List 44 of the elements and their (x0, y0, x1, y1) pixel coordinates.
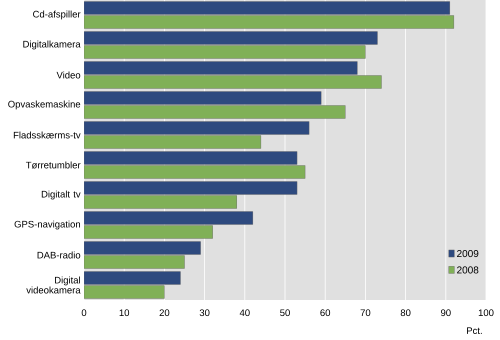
x-tick-label: 100 (478, 309, 494, 316)
y-tick-label: Tørretumbler (26, 161, 80, 169)
bar (84, 271, 181, 285)
x-axis-title: Pct. (467, 327, 482, 334)
x-tick-label: 90 (440, 309, 451, 316)
legend-label: 2008 (457, 266, 478, 274)
x-tick-label: 50 (280, 309, 290, 316)
x-tick-label: 70 (360, 309, 370, 316)
bar (84, 165, 306, 179)
x-tick-label: 80 (400, 309, 411, 316)
x-tick-label: 0 (82, 309, 86, 316)
bar (84, 121, 310, 135)
bar (84, 1, 450, 14)
bar (84, 241, 201, 255)
bar (84, 91, 322, 105)
x-tick-label: 40 (240, 309, 250, 316)
x-tick-label: 60 (320, 309, 330, 316)
x-tick-label: 10 (120, 309, 130, 316)
y-tick-label: Digitalkamera (23, 40, 81, 50)
bar (84, 135, 262, 149)
bar (84, 105, 346, 119)
bar (84, 15, 454, 29)
bar (84, 45, 366, 59)
y-tick-label: Cd-afspiller (33, 10, 80, 20)
bar (84, 211, 254, 225)
bar (84, 31, 378, 45)
legend-label: 2009 (457, 250, 478, 258)
bar (84, 181, 298, 195)
bar (84, 61, 358, 75)
y-tick-label: Opvaskemaskine (8, 100, 80, 110)
y-tick-label: GPS-navigation (14, 220, 80, 230)
bar (84, 255, 185, 269)
bar (84, 225, 213, 239)
bar (84, 75, 382, 89)
y-tick-label: Digital videokamera (26, 276, 81, 294)
y-tick-label: Digitalt tv (42, 190, 81, 200)
bar (84, 151, 298, 165)
y-tick-label: Video (56, 72, 80, 78)
y-tick-label: DAB-radio (38, 252, 80, 258)
x-tick-label: 20 (160, 309, 170, 316)
bar (84, 285, 165, 299)
y-tick-label: Fladsskærms-tv (14, 132, 81, 138)
x-tick-label: 30 (200, 309, 210, 316)
bar (84, 195, 237, 209)
